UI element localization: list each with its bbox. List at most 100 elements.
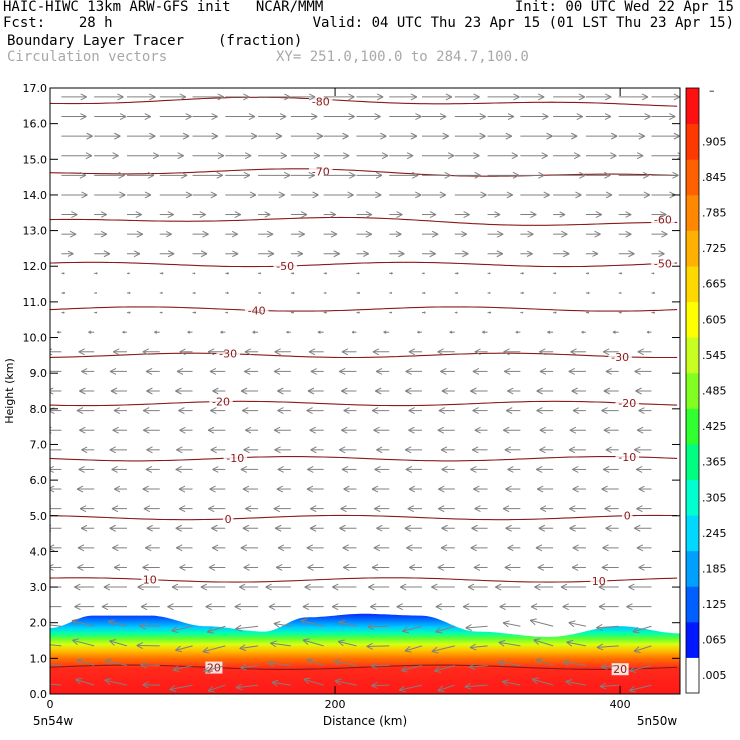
temperature-contour bbox=[50, 168, 678, 177]
circulation-vector bbox=[175, 645, 193, 653]
circulation-vector bbox=[192, 152, 225, 160]
circulation-vector bbox=[618, 311, 622, 314]
init-time: Init: 00 UTC Wed 22 Apr 15 bbox=[514, 0, 734, 15]
circulation-vector bbox=[618, 230, 632, 238]
circulation-vector bbox=[454, 311, 458, 314]
circulation-vector bbox=[474, 505, 488, 512]
colorbar-swatch bbox=[686, 194, 699, 231]
temperature-contour bbox=[50, 306, 678, 312]
circulation-vector bbox=[422, 93, 453, 101]
colorbar-label: .065 bbox=[702, 634, 727, 647]
contour-label-bg bbox=[309, 95, 333, 108]
circulation-vector bbox=[520, 311, 524, 314]
colorbar-label: .185 bbox=[702, 562, 727, 575]
contour-label-bg bbox=[615, 450, 640, 463]
circulation-vector bbox=[61, 230, 77, 238]
circulation-vector bbox=[61, 171, 87, 179]
circulation-vector bbox=[290, 250, 304, 257]
circulation-vector bbox=[79, 387, 95, 395]
circulation-vector bbox=[126, 291, 131, 295]
circulation-vector bbox=[487, 272, 491, 275]
circulation-vector bbox=[258, 113, 287, 120]
circulation-vector bbox=[356, 211, 373, 218]
circulation-vector bbox=[126, 250, 141, 258]
circulation-vector bbox=[469, 643, 488, 651]
circulation-vector bbox=[440, 367, 455, 375]
circulation-vector bbox=[535, 658, 554, 666]
circulation-vector bbox=[618, 291, 622, 295]
circulation-vector bbox=[126, 171, 155, 179]
circulation-vector bbox=[398, 684, 423, 693]
circulation-vector bbox=[569, 524, 586, 532]
circulation-vector bbox=[290, 211, 308, 218]
circulation-vector bbox=[340, 505, 357, 513]
circulation-vector bbox=[408, 485, 423, 493]
circulation-vector bbox=[122, 330, 127, 334]
circulation-vector bbox=[244, 348, 259, 356]
circulation-vector bbox=[568, 620, 587, 628]
circulation-vector bbox=[178, 485, 193, 493]
circulation-vector bbox=[333, 658, 357, 666]
circulation-vector bbox=[337, 639, 357, 647]
colorbar-label: .845 bbox=[702, 171, 727, 184]
circulation-vector bbox=[310, 505, 324, 513]
circulation-vector bbox=[454, 132, 486, 140]
colorbar-label: .245 bbox=[702, 527, 727, 540]
circulation-vector bbox=[258, 311, 262, 314]
circulation-vector bbox=[572, 485, 586, 493]
circulation-vector bbox=[50, 348, 62, 356]
circulation-vector bbox=[290, 272, 295, 275]
circulation-vector bbox=[366, 642, 390, 650]
circulation-vector bbox=[605, 524, 619, 532]
circulation-vector bbox=[389, 171, 419, 179]
circulation-vector bbox=[405, 367, 423, 375]
circulation-vector bbox=[342, 544, 357, 552]
circulation-vector bbox=[636, 544, 652, 552]
colorbar-label: .725 bbox=[702, 242, 727, 255]
circulation-vector bbox=[454, 113, 486, 120]
circulation-vector bbox=[520, 211, 537, 218]
circulation-vector bbox=[225, 152, 252, 160]
circulation-vector bbox=[502, 505, 521, 513]
x-end-endpoint: 5n50w bbox=[637, 714, 678, 728]
colorbar-label: .785 bbox=[702, 207, 727, 220]
colorbar-swatch bbox=[686, 230, 699, 267]
circulation-vector bbox=[317, 330, 324, 334]
contour-label-bg bbox=[222, 512, 234, 525]
contour-label: -50 bbox=[654, 258, 672, 271]
circulation-vector bbox=[585, 272, 590, 275]
circulation-vector bbox=[61, 211, 78, 218]
circulation-vector bbox=[371, 564, 390, 571]
circulation-vector bbox=[520, 171, 545, 179]
colorbar-label: .305 bbox=[702, 491, 727, 504]
circulation-vector bbox=[441, 466, 455, 473]
circulation-vector bbox=[596, 643, 619, 651]
circulation-vector bbox=[405, 465, 423, 473]
circulation-vector bbox=[464, 682, 488, 690]
circulation-vector bbox=[356, 272, 360, 275]
circulation-vector bbox=[553, 152, 581, 160]
circulation-vector bbox=[498, 639, 521, 647]
colorbar-swatch bbox=[686, 515, 699, 552]
circulation-vector bbox=[635, 465, 652, 473]
circulation-vector bbox=[651, 191, 676, 199]
circulation-vector bbox=[192, 93, 224, 101]
circulation-vector bbox=[638, 485, 652, 493]
circulation-vector bbox=[225, 291, 229, 295]
circulation-vector bbox=[585, 230, 601, 238]
circulation-vector bbox=[309, 524, 324, 532]
circulation-vector bbox=[422, 191, 447, 199]
circulation-vector bbox=[553, 272, 557, 275]
circulation-vector bbox=[175, 387, 193, 395]
circulation-vector bbox=[454, 191, 487, 199]
circulation-vector bbox=[422, 250, 436, 258]
y-tick-label: 6.0 bbox=[30, 474, 48, 487]
circulation-vector bbox=[258, 250, 275, 258]
circulation-vector bbox=[487, 230, 504, 238]
circulation-vector bbox=[585, 211, 603, 218]
x-start-endpoint: 5n54w bbox=[33, 714, 74, 728]
circulation-vector bbox=[71, 618, 95, 627]
circulation-vector bbox=[602, 465, 619, 473]
circulation-vector bbox=[290, 113, 318, 120]
colorbar-swatch bbox=[686, 621, 699, 658]
